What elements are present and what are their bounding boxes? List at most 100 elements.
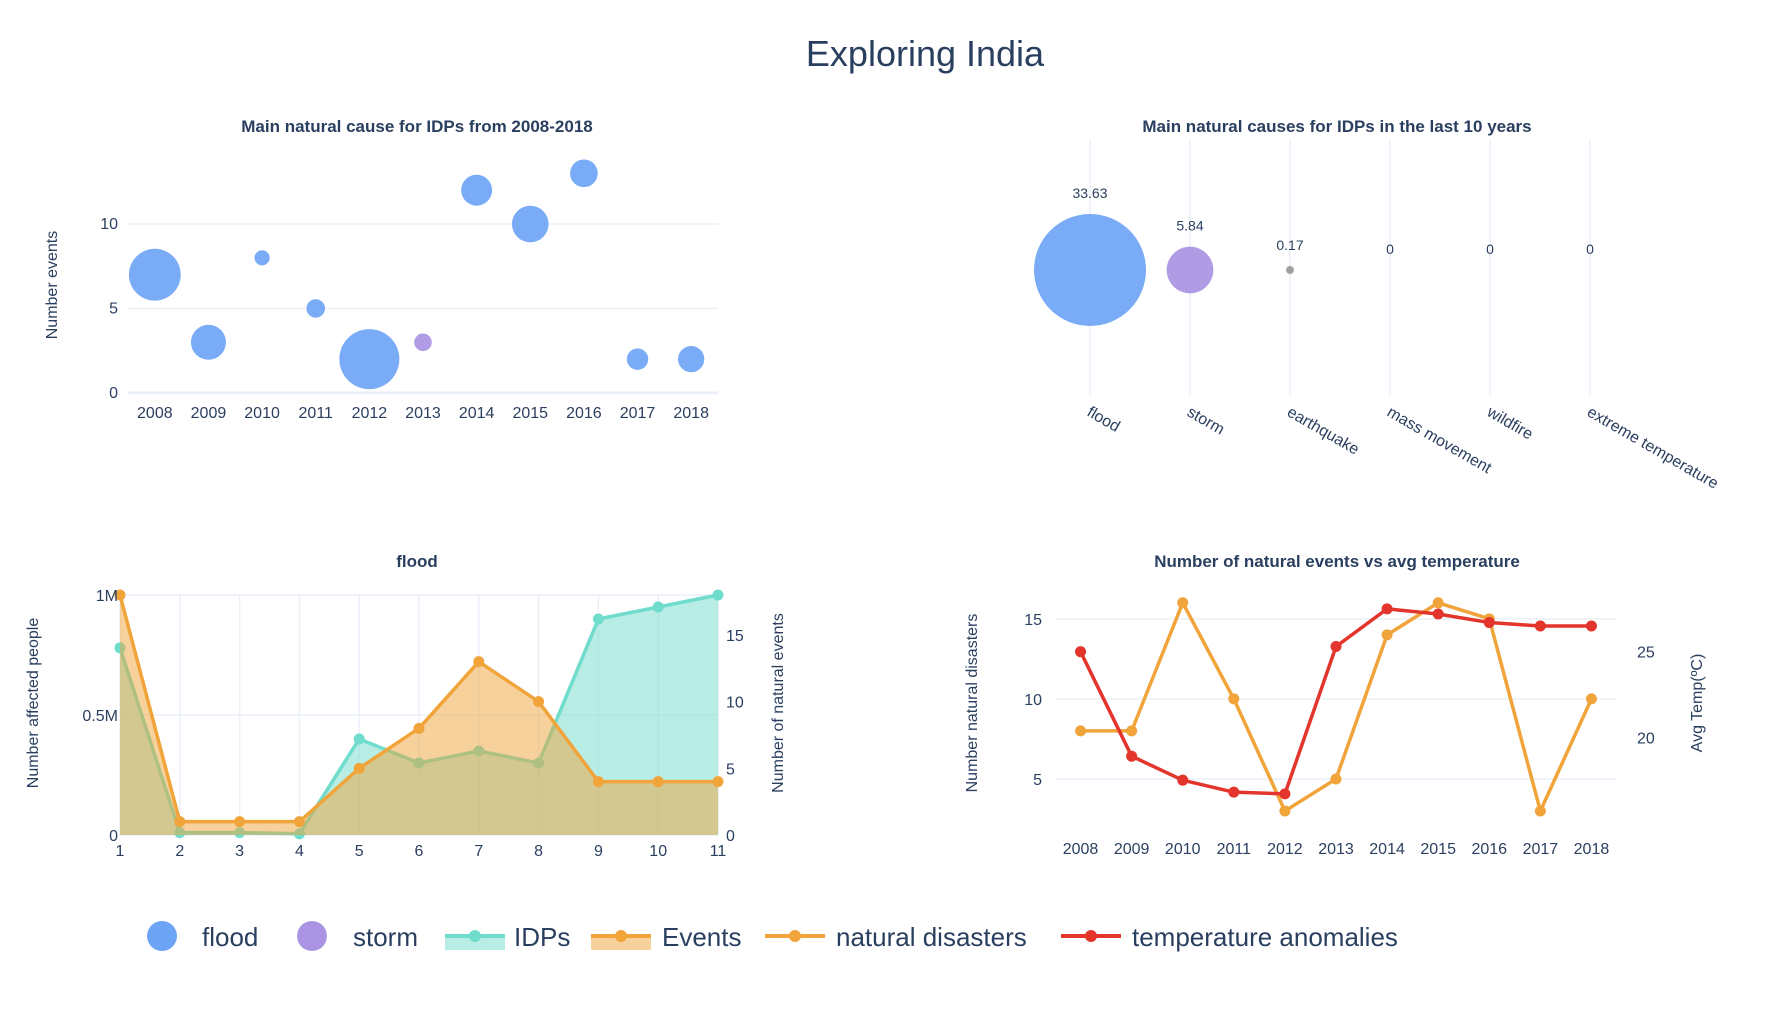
events-marker[interactable]	[174, 816, 186, 828]
temperature-anomalies-marker[interactable]	[1432, 608, 1444, 620]
natural-disasters-marker[interactable]	[1126, 725, 1138, 737]
data-label: 0	[1586, 241, 1594, 257]
bubble-flood[interactable]	[306, 299, 326, 318]
legend-item-natural-disasters[interactable]: natural disasters	[765, 922, 1027, 952]
natural-disasters-marker[interactable]	[1075, 725, 1087, 737]
bubble-flood[interactable]	[461, 174, 493, 206]
events-marker[interactable]	[353, 762, 365, 774]
events-marker[interactable]	[592, 776, 604, 788]
x-tick-label: 2013	[405, 405, 441, 422]
bubble-flood[interactable]	[1034, 214, 1146, 326]
x-tick-label: 11	[710, 843, 727, 860]
x-tick-label: 2011	[299, 405, 334, 422]
events-marker[interactable]	[652, 776, 664, 788]
legend-item-IDPs[interactable]: IDPs	[445, 922, 570, 952]
legend-label: storm	[353, 922, 418, 952]
natural-disasters-marker[interactable]	[1432, 597, 1444, 609]
natural-disasters-marker[interactable]	[1228, 693, 1240, 705]
temperature-anomalies-marker[interactable]	[1534, 620, 1546, 632]
y2-tick-label: 5	[726, 761, 735, 778]
legend: flood storm IDPs Events natural disasters tem…	[147, 921, 1398, 952]
temperature-anomalies-marker[interactable]	[1177, 774, 1189, 786]
x-tick-label: 3	[235, 843, 244, 860]
y-tick-label: 10	[100, 216, 118, 233]
x-tick-label: 2	[175, 843, 184, 860]
bubble-flood[interactable]	[570, 159, 598, 188]
x-tick-label: 2010	[244, 405, 280, 422]
x-tick-label: flood	[1084, 404, 1123, 436]
bubble-storm[interactable]	[1166, 246, 1214, 294]
x-tick-label: extreme temperature	[1584, 404, 1721, 493]
x-tick-label: 2008	[1063, 841, 1099, 858]
legend-bubble-icon	[147, 921, 177, 951]
events-marker[interactable]	[114, 589, 126, 601]
temperature-anomalies-marker[interactable]	[1330, 641, 1342, 653]
x-tick-label: 6	[415, 843, 424, 860]
natural-disasters-marker[interactable]	[1381, 629, 1393, 641]
bubble-flood[interactable]	[626, 348, 649, 370]
natural-disasters-marker[interactable]	[1330, 773, 1342, 785]
figure-title: Exploring India	[806, 33, 1045, 74]
events-marker[interactable]	[473, 656, 485, 668]
legend-area-icon	[445, 936, 505, 950]
events-marker[interactable]	[293, 816, 305, 828]
idps-marker[interactable]	[353, 733, 365, 745]
temperature-anomalies-marker[interactable]	[1228, 786, 1240, 798]
bubble-flood[interactable]	[128, 248, 181, 301]
chart1-ylabel: Number events	[44, 231, 61, 340]
legend-label: Events	[662, 922, 742, 952]
y2-tick-label: 25	[1637, 645, 1655, 662]
legend-item-Events[interactable]: Events	[591, 922, 742, 952]
bubble-flood[interactable]	[254, 250, 270, 266]
legend-bubble-icon	[297, 921, 327, 951]
bubble-earthquake[interactable]	[1286, 266, 1294, 274]
idps-marker[interactable]	[652, 601, 664, 613]
legend-label: flood	[202, 922, 258, 952]
x-tick-label: storm	[1184, 404, 1227, 439]
events-marker[interactable]	[234, 816, 246, 828]
data-label: 5.84	[1176, 218, 1203, 234]
legend-item-temperature-anomalies[interactable]: temperature anomalies	[1061, 922, 1398, 952]
y2-tick-label: 0	[726, 828, 735, 845]
data-label: 33.63	[1072, 185, 1107, 201]
legend-area-icon	[591, 936, 651, 950]
chart3-title: flood	[396, 552, 438, 571]
bubble-storm[interactable]	[414, 333, 432, 352]
idps-marker[interactable]	[712, 589, 724, 601]
temperature-anomalies-marker[interactable]	[1126, 750, 1138, 762]
y2-tick-label: 20	[1637, 730, 1655, 747]
temperature-anomalies-marker[interactable]	[1381, 603, 1393, 615]
x-tick-label: 2017	[620, 405, 656, 422]
chart-bubble-years: Main natural cause for IDPs from 2008-20…	[44, 117, 718, 422]
bubble-flood[interactable]	[678, 346, 705, 373]
x-tick-label: 2018	[1574, 841, 1610, 858]
events-marker[interactable]	[413, 722, 425, 734]
x-tick-label: 2015	[512, 405, 548, 422]
natural-disasters-marker[interactable]	[1279, 805, 1291, 817]
bubble-flood[interactable]	[339, 329, 400, 390]
legend-marker-icon	[789, 930, 801, 942]
chart-flood-area: flood Number affected people Number of n…	[25, 552, 787, 860]
bubble-flood[interactable]	[190, 324, 226, 360]
natural-disasters-marker[interactable]	[1177, 597, 1189, 609]
data-label: 0	[1486, 241, 1494, 257]
x-tick-label: 1	[116, 843, 125, 860]
legend-item-storm[interactable]: storm	[297, 921, 418, 952]
idps-marker[interactable]	[592, 613, 604, 625]
x-tick-label: wildfire	[1483, 403, 1536, 443]
bubble-flood[interactable]	[511, 205, 549, 243]
temperature-anomalies-line	[1078, 607, 1592, 796]
temperature-anomalies-marker[interactable]	[1585, 620, 1597, 632]
legend-item-flood[interactable]: flood	[147, 921, 258, 952]
x-tick-label: 9	[594, 843, 603, 860]
chart3-y2label: Number of natural events	[770, 613, 787, 793]
temperature-anomalies-marker[interactable]	[1075, 646, 1087, 658]
natural-disasters-marker[interactable]	[1534, 805, 1546, 817]
x-tick-label: earthquake	[1284, 404, 1362, 459]
natural-disasters-marker[interactable]	[1585, 693, 1597, 705]
x-tick-label: 4	[295, 843, 304, 860]
events-marker[interactable]	[712, 776, 724, 788]
events-marker[interactable]	[533, 696, 545, 708]
temperature-anomalies-marker[interactable]	[1483, 617, 1495, 629]
temperature-anomalies-marker[interactable]	[1279, 788, 1291, 800]
